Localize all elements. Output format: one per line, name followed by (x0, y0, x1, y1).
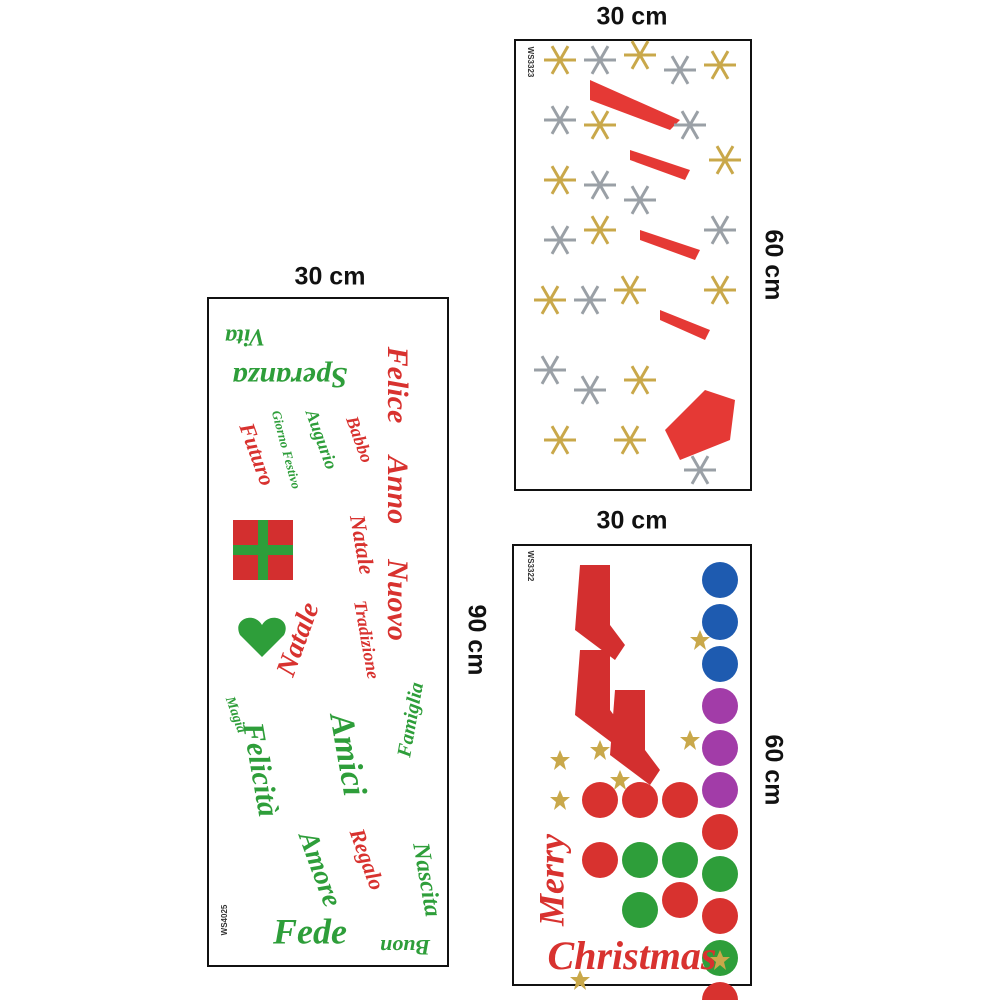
product-code: WS3323 (526, 47, 535, 78)
ornament (702, 562, 738, 598)
snowflake (710, 275, 730, 305)
decor (534, 40, 741, 1000)
sticker-word: Buon (380, 935, 431, 960)
ornament (662, 842, 698, 878)
ornament (662, 782, 698, 818)
snowflake (620, 275, 640, 305)
product-code: WS4025 (220, 904, 229, 935)
snowflake (710, 215, 730, 245)
snowflake (550, 105, 570, 135)
ornament (582, 842, 618, 878)
snowflake (590, 170, 610, 200)
width-label: 30 cm (597, 3, 668, 31)
ornament (662, 882, 698, 918)
width-label: 30 cm (597, 507, 668, 535)
ornament (622, 842, 658, 878)
ornament (702, 772, 738, 808)
sticker-word: Felice (381, 346, 414, 424)
ornament (702, 646, 738, 682)
snowflake (715, 145, 735, 175)
snowflake (620, 425, 640, 455)
sticker-word: Speranza (232, 361, 347, 394)
decor (233, 80, 735, 785)
snowflake (550, 45, 570, 75)
star (550, 790, 570, 810)
snowflake (630, 185, 650, 215)
star (550, 750, 570, 770)
star (690, 630, 710, 650)
star (570, 970, 590, 990)
ornament (702, 688, 738, 724)
ornament (622, 782, 658, 818)
star (710, 950, 730, 970)
snowflake (680, 110, 700, 140)
ornament (702, 814, 738, 850)
width-label: 30 cm (295, 263, 366, 291)
snowflake (550, 225, 570, 255)
star (610, 770, 630, 790)
snowflake (540, 285, 560, 315)
height-label: 60 cm (759, 735, 787, 806)
snowflake (550, 425, 570, 455)
snowflake (590, 110, 610, 140)
snowflake (690, 455, 710, 485)
snowflake (590, 215, 610, 245)
snowflake (550, 165, 570, 195)
height-label: 90 cm (462, 605, 490, 676)
product-code: WS3322 (526, 551, 535, 582)
sticker-word: Nuovo (381, 558, 414, 641)
ornament (582, 782, 618, 818)
height-label: 60 cm (759, 230, 787, 301)
ornament (702, 982, 738, 1000)
snowflake (590, 45, 610, 75)
star (590, 740, 610, 760)
ornament (702, 898, 738, 934)
sticker-word: Merry (531, 833, 571, 927)
snowflake (540, 355, 560, 385)
ornament (702, 604, 738, 640)
ornament (622, 892, 658, 928)
ornament (702, 856, 738, 892)
snowflake (580, 375, 600, 405)
sticker-word: Vita (225, 323, 265, 349)
snowflake (710, 50, 730, 80)
snowflake (580, 285, 600, 315)
snowflake (670, 55, 690, 85)
snowflake (630, 40, 650, 70)
ornament (702, 730, 738, 766)
sticker-word: Fede (272, 911, 347, 951)
star (680, 730, 700, 750)
sticker-word: Christmas (548, 933, 717, 978)
sticker-word: Anno (381, 454, 414, 524)
snowflake (630, 365, 650, 395)
